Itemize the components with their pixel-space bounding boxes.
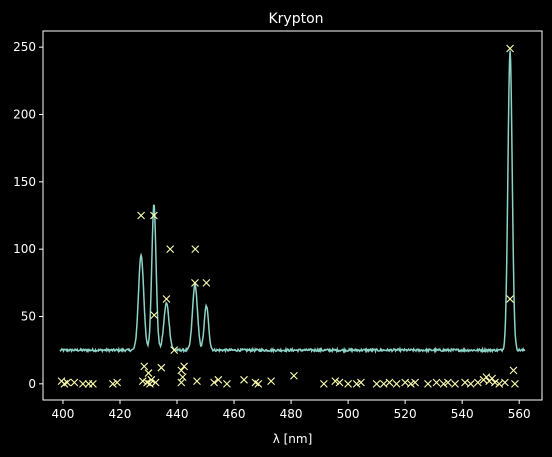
line-marker bbox=[290, 371, 298, 380]
line-marker bbox=[501, 378, 509, 387]
line-marker bbox=[113, 378, 122, 387]
line-marker bbox=[210, 378, 218, 387]
x-tick-label: 500 bbox=[337, 407, 360, 421]
x-tick-label: 420 bbox=[109, 407, 132, 421]
x-axis-ticks: 400 420 440 460 480 500 520 540 560 bbox=[52, 400, 531, 421]
line-marker bbox=[509, 366, 518, 375]
x-tick-label: 400 bbox=[52, 407, 75, 421]
y-tick-label: 150 bbox=[13, 175, 36, 189]
line-marker bbox=[352, 379, 361, 388]
line-marker bbox=[372, 379, 381, 388]
line-marker bbox=[392, 379, 401, 388]
line-marker bbox=[473, 378, 482, 387]
axes-frame bbox=[42, 30, 543, 401]
line-marker bbox=[144, 369, 153, 377]
line-marker bbox=[63, 378, 72, 387]
line-marker bbox=[344, 379, 352, 388]
line-marker bbox=[439, 379, 448, 388]
line-marker bbox=[385, 378, 394, 387]
y-tick-label: 100 bbox=[13, 242, 36, 256]
line-marker bbox=[177, 378, 186, 387]
line-marker bbox=[461, 378, 469, 387]
line-marker bbox=[140, 362, 149, 371]
line-marker bbox=[151, 378, 160, 387]
y-tick-label: 50 bbox=[21, 310, 36, 324]
line-marker bbox=[319, 379, 328, 388]
line-marker bbox=[147, 375, 156, 384]
line-marker bbox=[411, 378, 420, 387]
line-marker bbox=[202, 278, 211, 287]
spectrum-line bbox=[59, 50, 526, 354]
line-marker bbox=[89, 379, 97, 388]
line-marker bbox=[466, 379, 475, 388]
line-marker bbox=[240, 375, 248, 384]
x-tick-label: 480 bbox=[280, 407, 303, 421]
plot-area bbox=[57, 44, 526, 388]
line-marker bbox=[193, 377, 201, 386]
line-marker bbox=[108, 379, 117, 388]
line-marker bbox=[177, 366, 186, 375]
line-marker bbox=[150, 211, 158, 220]
line-marker bbox=[357, 378, 365, 387]
line-marker bbox=[331, 377, 340, 386]
x-tick-label: 440 bbox=[166, 407, 189, 421]
line-marker bbox=[506, 295, 514, 303]
line-marker bbox=[137, 211, 145, 220]
x-axis-label: λ [nm] bbox=[273, 432, 313, 446]
line-marker bbox=[70, 378, 79, 387]
line-marker bbox=[488, 374, 496, 383]
line-marker bbox=[146, 379, 154, 388]
line-marker bbox=[424, 379, 432, 388]
line-marker bbox=[335, 378, 344, 387]
y-tick-label: 250 bbox=[13, 40, 36, 54]
chart-title: Krypton bbox=[268, 11, 323, 27]
line-marker bbox=[170, 346, 179, 355]
line-marker bbox=[511, 379, 519, 388]
line-marker bbox=[401, 378, 410, 387]
line-marker bbox=[162, 295, 171, 303]
line-marker bbox=[138, 377, 147, 386]
y-tick-label: 0 bbox=[28, 377, 36, 391]
x-tick-label: 520 bbox=[394, 407, 417, 421]
y-tick-label: 200 bbox=[13, 107, 36, 121]
x-tick-label: 540 bbox=[451, 407, 474, 421]
line-marker bbox=[150, 311, 159, 320]
line-marker bbox=[223, 379, 231, 388]
line-marker bbox=[191, 245, 200, 254]
line-marker bbox=[79, 379, 87, 388]
x-tick-label: 560 bbox=[508, 407, 531, 421]
line-marker bbox=[491, 378, 499, 387]
line-marker bbox=[451, 379, 459, 388]
line-marker bbox=[267, 377, 276, 386]
line-marker bbox=[432, 378, 441, 387]
y-axis-ticks: 0 50 100 150 200 250 bbox=[13, 40, 43, 391]
line-marker bbox=[406, 379, 415, 388]
line-marker bbox=[180, 362, 189, 371]
line-marker bbox=[506, 44, 514, 53]
line-marker bbox=[254, 379, 263, 388]
line-marker bbox=[214, 375, 223, 384]
line-marker bbox=[379, 379, 388, 388]
line-marker bbox=[157, 363, 166, 372]
line-marker bbox=[495, 379, 504, 388]
line-marker bbox=[166, 245, 175, 254]
line-marker bbox=[191, 278, 199, 287]
line-marker bbox=[482, 373, 491, 381]
x-tick-label: 460 bbox=[223, 407, 246, 421]
line-marker bbox=[444, 378, 452, 387]
